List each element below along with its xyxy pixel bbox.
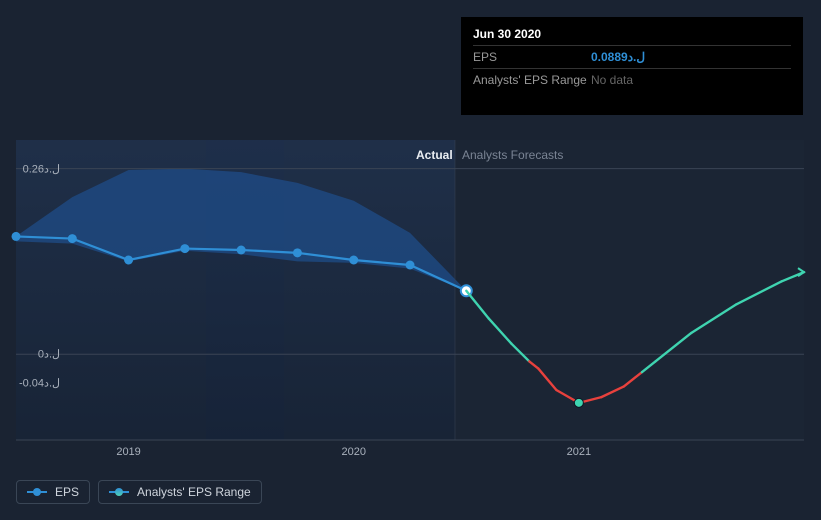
eps-chart-container: { "chart": { "width": 821, "height": 520…: [0, 0, 821, 520]
tooltip-value: No data: [591, 73, 633, 87]
x-axis-tick-label: 2019: [116, 446, 140, 458]
tooltip-date: Jun 30 2020: [473, 27, 791, 41]
tooltip-label: EPS: [473, 50, 591, 64]
legend-swatch-range: [109, 486, 129, 498]
tooltip-label: Analysts' EPS Range: [473, 73, 591, 87]
tooltip-value: 0.0889ل.د: [591, 50, 645, 64]
y-axis-tick-label: 0.26ل.د: [23, 162, 60, 175]
legend-swatch-eps: [27, 486, 47, 498]
legend-label: EPS: [55, 485, 79, 499]
x-axis-tick-label: 2020: [341, 446, 365, 458]
actual-region-label: Actual: [416, 148, 453, 162]
y-axis-tick-label: -0.04ل.د: [19, 376, 60, 389]
legend-item-range[interactable]: Analysts' EPS Range: [98, 480, 262, 504]
x-axis-tick-label: 2021: [567, 446, 591, 458]
y-axis-tick-label: 0ل.د: [38, 348, 60, 361]
forecast-region-label: Analysts Forecasts: [462, 148, 563, 162]
tooltip-row-range: Analysts' EPS Range No data: [473, 73, 791, 87]
chart-tooltip: Jun 30 2020 EPS 0.0889ل.د Analysts' EPS …: [461, 17, 803, 115]
tooltip-separator-1: [473, 45, 791, 46]
legend-label: Analysts' EPS Range: [137, 485, 251, 499]
tooltip-row-eps: EPS 0.0889ل.د: [473, 50, 791, 64]
legend-item-eps[interactable]: EPS: [16, 480, 90, 504]
chart-legend: EPS Analysts' EPS Range: [16, 480, 262, 504]
tooltip-separator-2: [473, 68, 791, 69]
